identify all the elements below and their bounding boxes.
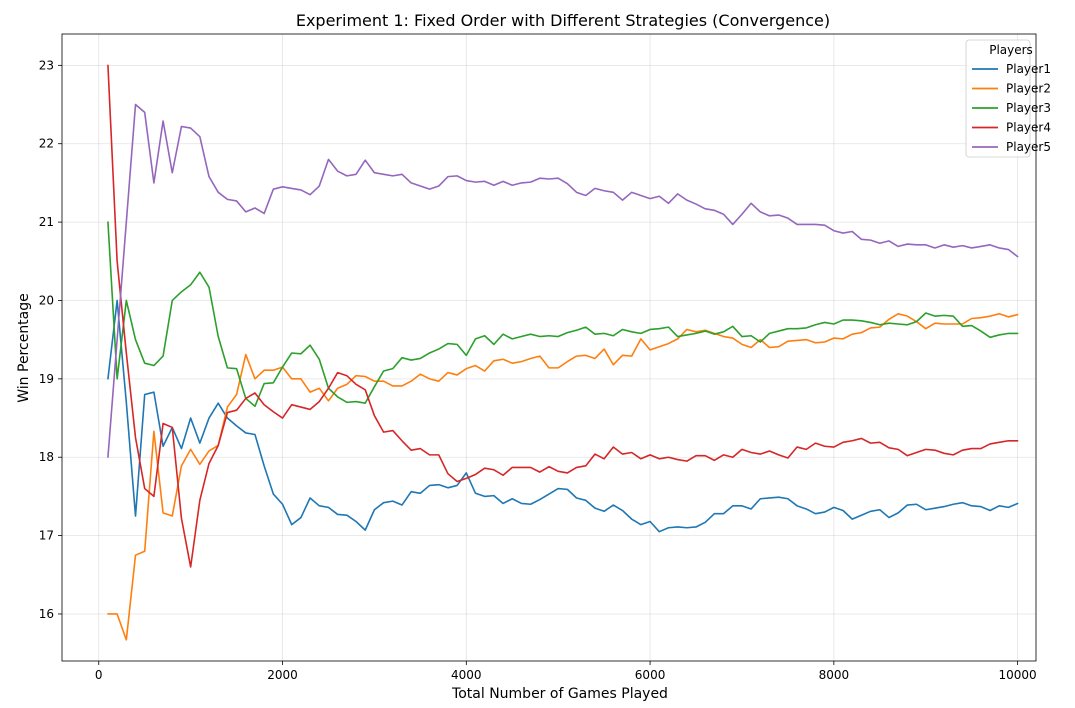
x-tick-label: 2000 <box>267 668 298 682</box>
y-tick-label: 23 <box>39 58 54 72</box>
x-axis-ticks: 0 2000 4000 6000 8000 10000 <box>95 661 1037 682</box>
series-line-player3 <box>107 221 1019 408</box>
series-lines <box>107 64 1019 641</box>
x-tick-label: 10000 <box>999 668 1037 682</box>
series-line-player5 <box>107 103 1019 459</box>
y-tick-label: 20 <box>39 293 54 307</box>
legend-items: Player1 Player2 Player3 Player4 Player5 <box>972 62 1051 154</box>
y-tick-label: 21 <box>39 215 54 229</box>
y-axis-ticks: 16 17 18 19 20 21 22 23 <box>39 58 62 621</box>
series-line-player4 <box>107 64 1019 568</box>
legend-label-player5: Player5 <box>1006 140 1051 154</box>
y-tick-label: 19 <box>39 372 54 386</box>
x-tick-label: 6000 <box>635 668 666 682</box>
legend-label-player2: Player2 <box>1006 82 1051 96</box>
grid <box>62 34 1036 661</box>
x-tick-label: 8000 <box>819 668 850 682</box>
plot-frame <box>61 33 1037 662</box>
x-tick-label: 0 <box>95 668 103 682</box>
legend-title: Players <box>989 43 1033 57</box>
series-line-player1 <box>107 299 1019 533</box>
legend-label-player1: Player1 <box>1006 62 1051 76</box>
x-axis-label: Total Number of Games Played <box>451 686 668 702</box>
y-tick-label: 22 <box>39 137 54 151</box>
y-tick-label: 17 <box>39 529 54 543</box>
legend: Players Player1Player2Player3Player4Play… <box>965 39 1051 158</box>
legend-label-player4: Player4 <box>1006 121 1051 135</box>
chart-title: Experiment 1: Fixed Order with Different… <box>296 11 830 30</box>
y-tick-label: 18 <box>39 450 54 464</box>
series-line-player2 <box>107 313 1019 641</box>
x-tick-label: 4000 <box>451 668 482 682</box>
y-tick-label: 16 <box>39 607 54 621</box>
y-axis-label: Win Percentage <box>16 293 32 403</box>
legend-label-player3: Player3 <box>1006 101 1051 115</box>
